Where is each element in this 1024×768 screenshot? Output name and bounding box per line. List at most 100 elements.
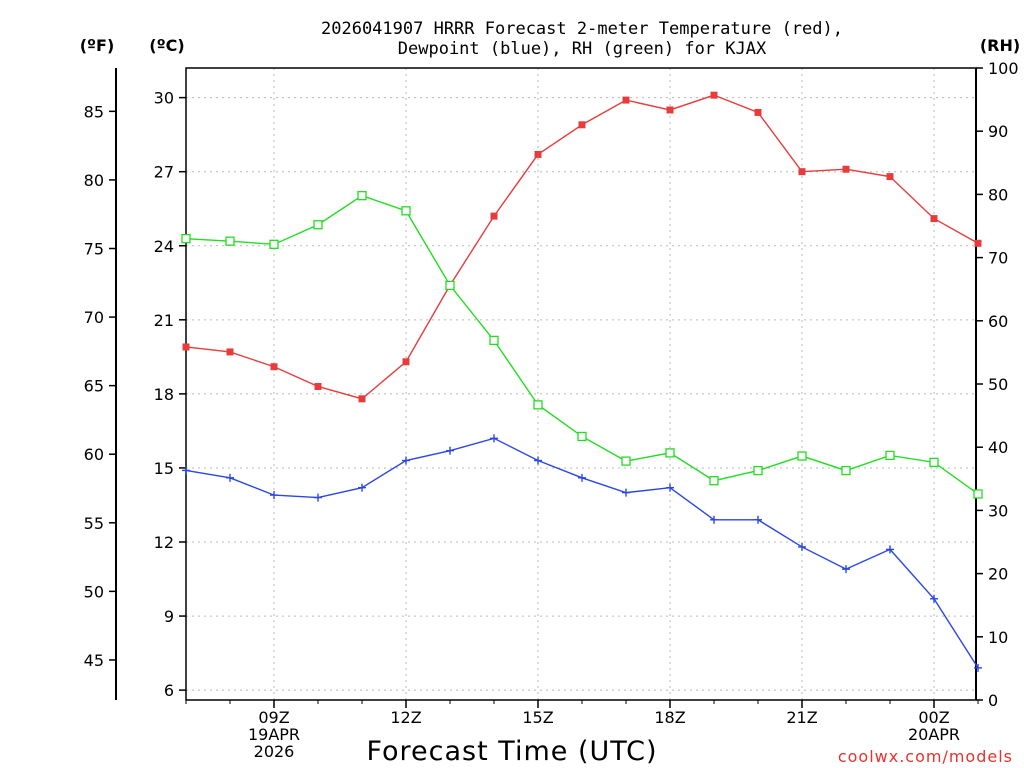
dewpoint-point (314, 493, 322, 502)
rh-tick-label: 10 (988, 628, 1008, 647)
dewpoint-point (842, 565, 850, 574)
rh-tick-label: 60 (988, 312, 1008, 331)
celsius-tick-label: 9 (164, 607, 174, 626)
rh-point (445, 280, 455, 291)
x-tick-label: 15Z (522, 708, 553, 727)
rh-line (185, 194, 979, 495)
temperature-point (842, 165, 850, 173)
x-tick-label: 21Z (786, 708, 817, 727)
dewpoint-point (710, 515, 718, 524)
celsius-tick-label: 30 (154, 89, 174, 108)
dewpoint-point (270, 491, 278, 500)
temperature-point (710, 91, 718, 99)
dewpoint-point (754, 515, 762, 524)
fahrenheit-tick-label: 50 (84, 582, 104, 601)
rh-unit-label: (RH) (980, 36, 1020, 55)
temperature-point (534, 150, 542, 158)
dewpoint-point (534, 456, 542, 465)
temperature-line (185, 94, 979, 400)
chart-title-line-2: Dewpoint (blue), RH (green) for KJAX (398, 39, 767, 59)
fahrenheit-tick-label: 45 (84, 651, 104, 670)
x-axis-title: Forecast Time (UTC) (366, 736, 657, 767)
rh-point (269, 239, 279, 249)
rh-tick-label: 0 (988, 691, 998, 710)
y-axis-ticks: 6 9 12 15 18 21 24 27 30 45 50 55 60 65 70 75 80 85 0 10 20 3… (84, 59, 1019, 710)
rh-point (841, 465, 851, 476)
dewpoint-point (622, 488, 630, 497)
rh-point (357, 191, 367, 201)
fahrenheit-tick-label: 60 (84, 445, 104, 464)
celsius-unit-label: (ºC) (149, 36, 184, 55)
rh-tick-label: 70 (988, 249, 1008, 268)
chart-title-line-1: 2026041907 HRRR Forecast 2-meter Tempera… (321, 19, 843, 39)
series (181, 91, 983, 672)
rh-tick-label: 80 (988, 185, 1008, 204)
temperature-point (622, 96, 630, 104)
temperature-point (226, 348, 234, 356)
x-tick-label: 09Z (258, 708, 289, 727)
fahrenheit-tick-label: 55 (84, 514, 104, 533)
temperature-point (270, 363, 278, 371)
dewpoint-point (578, 473, 586, 482)
rh-tick-label: 20 (988, 565, 1008, 584)
rh-point (181, 233, 191, 244)
celsius-tick-label: 15 (154, 459, 174, 478)
dewpoint-point (402, 456, 410, 465)
dewpoint-line (185, 437, 979, 669)
celsius-tick-label: 27 (154, 163, 174, 182)
rh-point (709, 476, 719, 486)
fahrenheit-tick-label: 65 (84, 377, 104, 396)
rh-point (753, 465, 763, 476)
dewpoint-point (182, 466, 190, 475)
rh-tick-label: 90 (988, 122, 1008, 141)
rh-tick-label: 30 (988, 501, 1008, 520)
celsius-tick-label: 6 (164, 681, 174, 700)
rh-tick-label: 100 (988, 59, 1019, 78)
celsius-tick-label: 21 (154, 311, 174, 330)
temperature-point (930, 215, 938, 223)
x-tick-label: 00Z (918, 708, 949, 727)
x-tick-label: 19APR (248, 725, 300, 744)
temperature-point (666, 106, 674, 114)
temperature-point (490, 212, 498, 220)
temperature-point (314, 382, 322, 390)
dewpoint-point (930, 594, 938, 603)
rh-tick-label: 50 (988, 375, 1008, 394)
temperature-point (578, 121, 586, 129)
rh-point (929, 457, 939, 468)
credit-label: coolwx.com/models (838, 747, 1013, 766)
temperature-point (974, 239, 982, 247)
gridlines (186, 68, 976, 700)
temperature-point (754, 108, 762, 116)
rh-point (973, 489, 983, 499)
fahrenheit-tick-label: 80 (84, 171, 104, 190)
celsius-tick-label: 24 (154, 237, 174, 256)
dewpoint-point (358, 483, 366, 492)
fahrenheit-unit-label: (ºF) (80, 36, 115, 55)
plot-frame (185, 67, 977, 701)
rh-point (225, 236, 235, 246)
dewpoint-point (666, 483, 674, 492)
dewpoint-point (798, 542, 806, 551)
rh-point (533, 400, 543, 410)
rh-point (401, 206, 411, 216)
rh-point (313, 220, 323, 230)
rh-point (489, 335, 499, 346)
rh-point (885, 450, 895, 461)
dewpoint-point (974, 663, 982, 672)
dewpoint-point (226, 473, 234, 482)
rh-tick-label: 40 (988, 438, 1008, 457)
x-tick-label: 20APR (908, 725, 960, 744)
rh-point (797, 451, 807, 461)
rh-point (577, 431, 587, 442)
dewpoint-point (490, 434, 498, 443)
fahrenheit-tick-label: 70 (84, 308, 104, 327)
temperature-point (886, 173, 894, 181)
temperature-point (182, 343, 190, 351)
temperature-point (358, 395, 366, 403)
celsius-tick-label: 18 (154, 385, 174, 404)
rh-point (665, 448, 675, 458)
fahrenheit-tick-label: 85 (84, 102, 104, 121)
rh-point (621, 456, 631, 466)
